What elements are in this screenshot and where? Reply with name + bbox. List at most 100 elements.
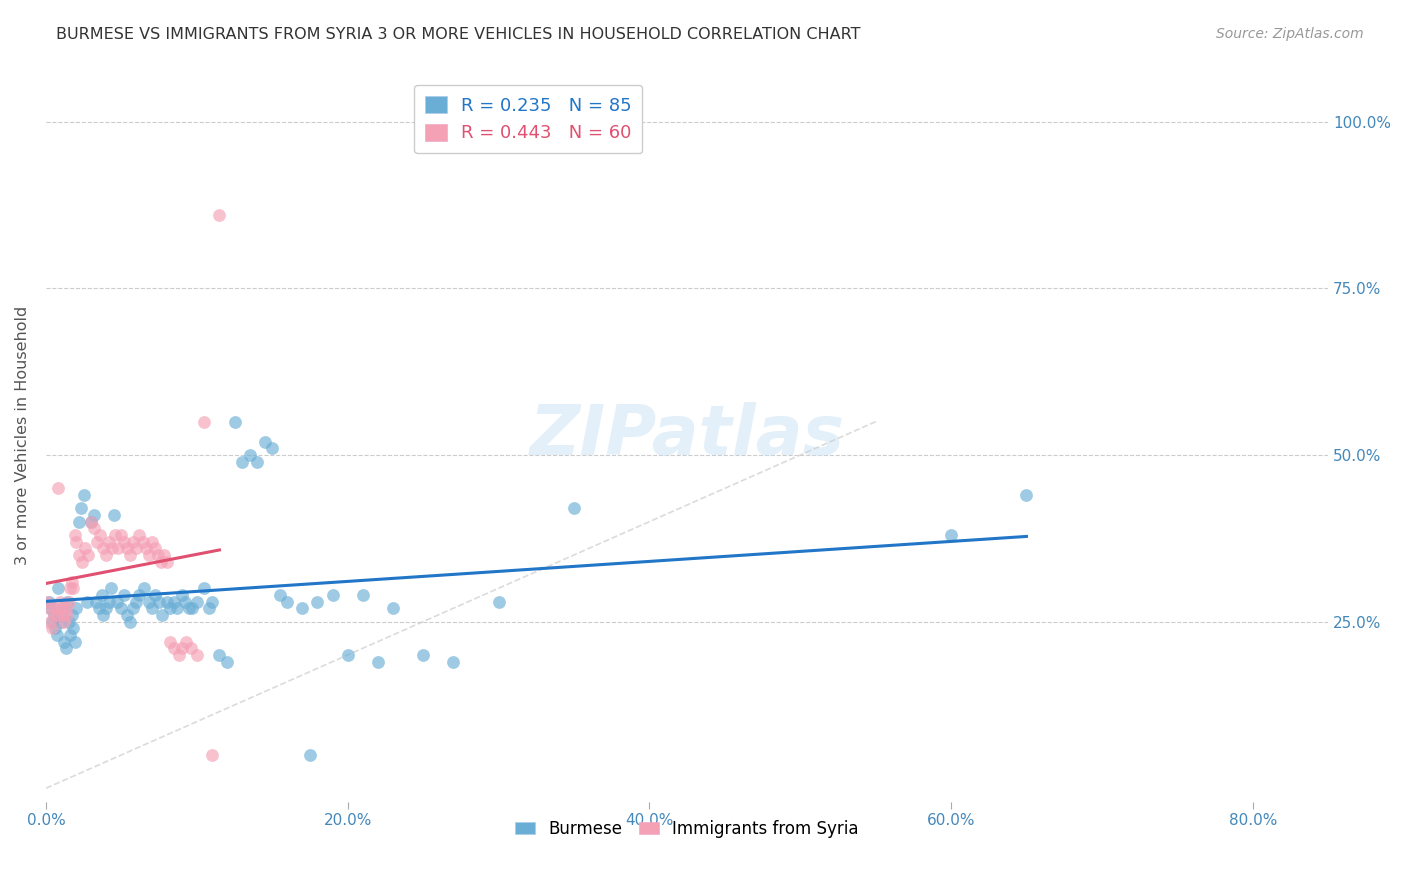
Point xyxy=(170,641,193,656)
Point xyxy=(110,528,132,542)
Point xyxy=(89,528,111,542)
Text: BURMESE VS IMMIGRANTS FROM SYRIA 3 OR MORE VEHICLES IN HOUSEHOLD CORRELATION CHA: BURMESE VS IMMIGRANTS FROM SYRIA 3 OR MO… xyxy=(56,27,860,42)
Point xyxy=(156,594,179,608)
Point xyxy=(48,607,70,622)
Point xyxy=(53,615,76,629)
Point xyxy=(181,601,204,615)
Point xyxy=(143,541,166,556)
Point xyxy=(208,648,231,662)
Point xyxy=(70,555,93,569)
Point xyxy=(159,634,181,648)
Point xyxy=(65,534,87,549)
Point xyxy=(45,607,67,622)
Point xyxy=(298,747,321,762)
Point xyxy=(56,607,79,622)
Point xyxy=(44,601,66,615)
Point xyxy=(104,528,127,542)
Point xyxy=(51,601,73,615)
Point xyxy=(141,534,163,549)
Point xyxy=(262,442,284,456)
Point xyxy=(60,574,83,589)
Point xyxy=(125,594,148,608)
Point xyxy=(367,655,389,669)
Point xyxy=(152,548,174,562)
Point xyxy=(167,648,190,662)
Point xyxy=(128,528,150,542)
Point xyxy=(166,601,188,615)
Point xyxy=(120,615,142,629)
Point xyxy=(336,648,359,662)
Point xyxy=(90,588,112,602)
Point xyxy=(208,208,231,222)
Point xyxy=(150,607,173,622)
Point xyxy=(125,541,148,556)
Point xyxy=(246,455,269,469)
Point xyxy=(46,481,69,495)
Point xyxy=(80,515,103,529)
Point xyxy=(939,528,962,542)
Point xyxy=(91,541,114,556)
Point xyxy=(170,588,193,602)
Point xyxy=(163,594,186,608)
Point xyxy=(117,607,139,622)
Point xyxy=(60,607,83,622)
Point xyxy=(156,555,179,569)
Point xyxy=(107,541,129,556)
Point xyxy=(224,415,246,429)
Point xyxy=(201,594,224,608)
Point xyxy=(352,588,374,602)
Point xyxy=(62,621,84,635)
Point xyxy=(80,515,103,529)
Point xyxy=(59,582,82,596)
Point xyxy=(53,634,76,648)
Point xyxy=(75,541,97,556)
Point xyxy=(131,534,153,549)
Point xyxy=(63,634,86,648)
Point xyxy=(186,594,208,608)
Point xyxy=(76,594,98,608)
Point xyxy=(163,641,186,656)
Point xyxy=(58,615,80,629)
Point xyxy=(83,521,105,535)
Point xyxy=(37,594,59,608)
Point xyxy=(55,641,77,656)
Point xyxy=(180,641,202,656)
Point xyxy=(77,548,100,562)
Point xyxy=(322,588,344,602)
Point xyxy=(65,601,87,615)
Point xyxy=(120,548,142,562)
Point xyxy=(42,607,65,622)
Point xyxy=(112,588,135,602)
Point xyxy=(100,582,122,596)
Point xyxy=(562,501,585,516)
Legend: Burmese, Immigrants from Syria: Burmese, Immigrants from Syria xyxy=(509,814,866,845)
Point xyxy=(307,594,329,608)
Point xyxy=(58,594,80,608)
Point xyxy=(276,594,298,608)
Point xyxy=(138,548,160,562)
Point xyxy=(38,594,60,608)
Y-axis label: 3 or more Vehicles in Household: 3 or more Vehicles in Household xyxy=(15,305,30,565)
Point xyxy=(103,508,125,522)
Point xyxy=(135,541,157,556)
Point xyxy=(381,601,404,615)
Point xyxy=(39,601,62,615)
Point xyxy=(49,601,72,615)
Point xyxy=(117,541,139,556)
Point xyxy=(193,415,215,429)
Point xyxy=(83,508,105,522)
Text: ZIPatlas: ZIPatlas xyxy=(530,401,845,468)
Point xyxy=(186,648,208,662)
Point xyxy=(38,601,60,615)
Point xyxy=(55,601,77,615)
Point xyxy=(51,607,73,622)
Point xyxy=(96,548,118,562)
Point xyxy=(39,615,62,629)
Point xyxy=(44,621,66,635)
Point xyxy=(98,534,121,549)
Point xyxy=(112,534,135,549)
Point xyxy=(59,628,82,642)
Point xyxy=(149,555,172,569)
Point xyxy=(41,615,63,629)
Point xyxy=(488,594,510,608)
